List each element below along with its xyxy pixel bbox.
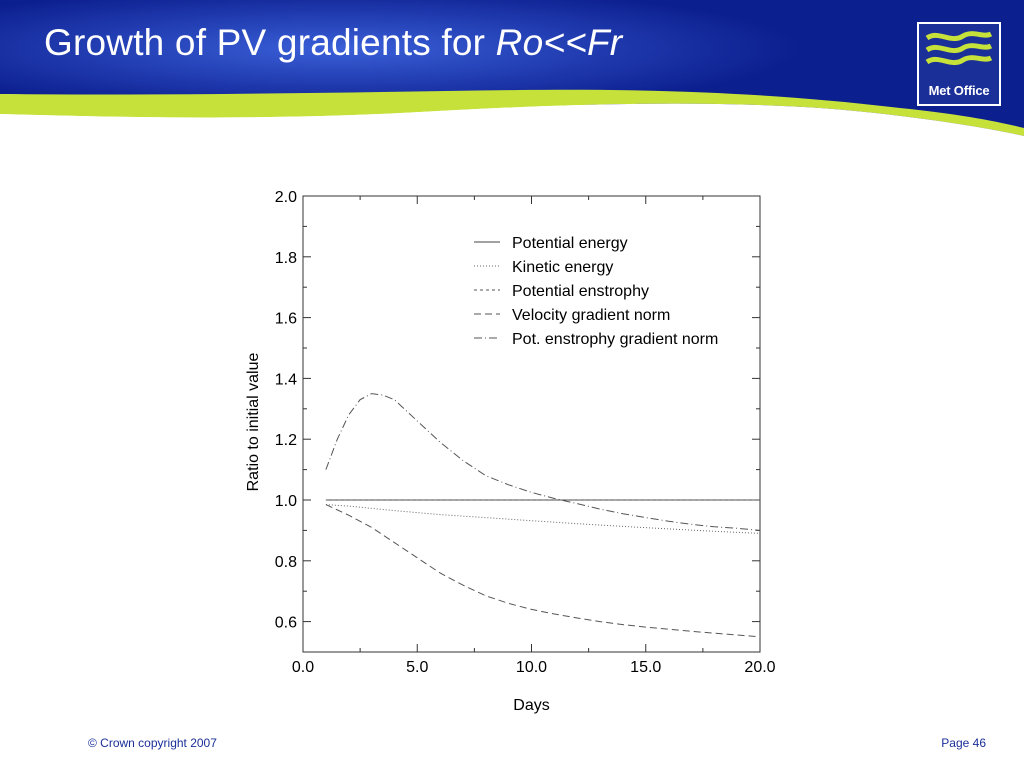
x-tick-label: 10.0 [516,659,547,676]
y-tick-label: 1.2 [275,432,297,449]
y-tick-label: 1.6 [275,311,297,328]
legend-label: Potential enstrophy [512,283,649,300]
x-tick-label: 0.0 [292,659,314,676]
y-tick-label: 1.4 [275,371,297,388]
logo-text: Met Office [928,83,990,98]
title-emphasis: Ro<<Fr [495,22,623,63]
header-banner [0,0,1024,140]
title-prefix: Growth of PV gradients for [44,22,496,63]
logo-waves-icon [925,31,993,66]
y-tick-label: 1.0 [275,493,297,510]
y-tick-label: 2.0 [275,189,297,206]
x-tick-label: 5.0 [406,659,428,676]
y-tick-label: 0.8 [275,554,297,571]
x-tick-label: 20.0 [744,659,775,676]
y-tick-label: 0.6 [275,615,297,632]
copyright-text: © Crown copyright 2007 [88,736,217,750]
header-background [0,0,1024,140]
y-tick-label: 1.8 [275,250,297,267]
legend-label: Velocity gradient norm [512,307,670,324]
y-axis-label: Ratio to initial value [245,353,262,492]
legend-label: Kinetic energy [512,259,613,276]
legend: Potential energy Kinetic energy Potential … [474,235,718,348]
x-tick-label: 15.0 [630,659,661,676]
series-line [325,393,761,531]
slide-title: Growth of PV gradients for Ro<<Fr [44,22,622,64]
series-lines [325,393,761,638]
legend-label: Pot. enstrophy gradient norm [512,331,718,348]
axis-tick-labels: 0.0 5.0 10.0 15.0 20.0 0.6 0.8 1.0 1.2 1.4 1.6 1.8 2… [275,189,776,676]
series-line [325,504,761,534]
met-office-logo: Met Office [917,22,1001,106]
legend-label: Potential energy [512,235,628,252]
page-number: Page 46 [941,736,986,750]
series-line [325,504,761,638]
x-axis-label: Days [513,697,549,714]
